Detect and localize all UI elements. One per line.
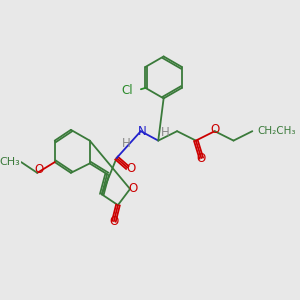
Text: O: O — [109, 215, 119, 228]
Text: Cl: Cl — [121, 84, 133, 97]
Text: CH₃: CH₃ — [0, 157, 20, 166]
Text: H: H — [160, 126, 169, 139]
Text: O: O — [196, 152, 206, 165]
Text: O: O — [210, 122, 219, 136]
Text: O: O — [34, 163, 43, 176]
Text: O: O — [129, 182, 138, 196]
Text: N: N — [138, 125, 146, 138]
Text: H: H — [122, 137, 130, 150]
Text: CH₂CH₃: CH₂CH₃ — [258, 126, 296, 136]
Text: O: O — [126, 162, 135, 175]
